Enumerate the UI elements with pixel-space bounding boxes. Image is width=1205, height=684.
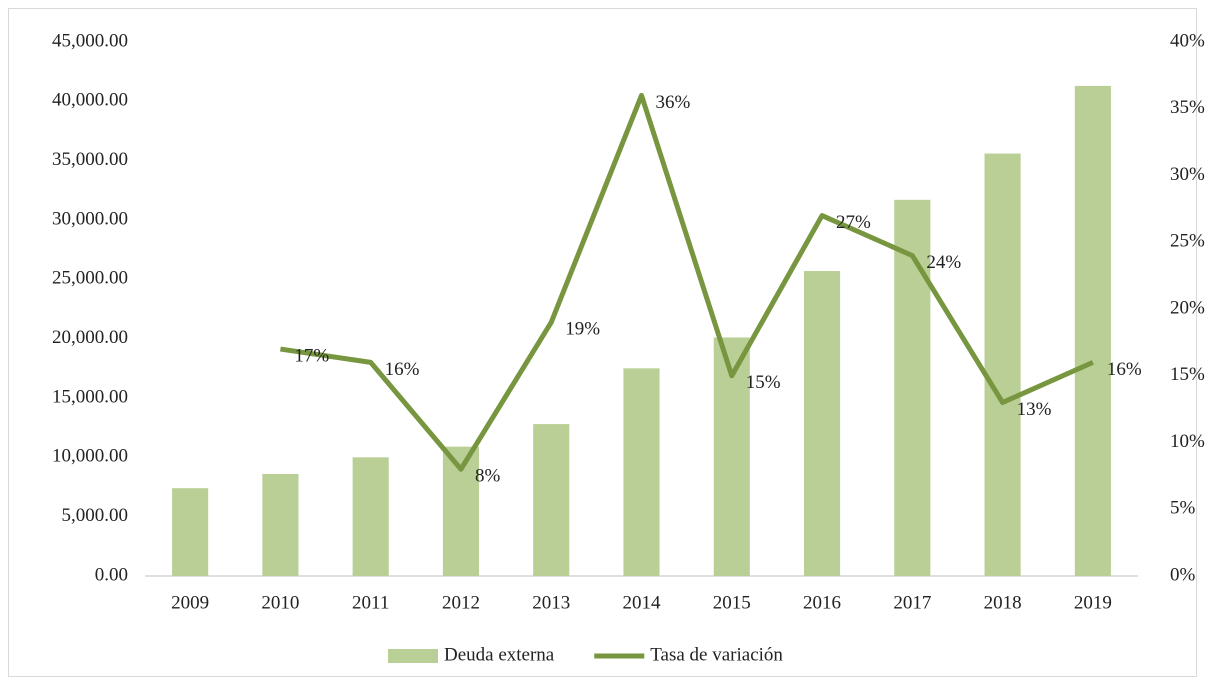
y-tick-label: 5,000.00 xyxy=(62,505,129,526)
y2-tick-label: 15% xyxy=(1170,364,1205,385)
data-label: 8% xyxy=(475,466,501,487)
data-label: 36% xyxy=(656,92,691,113)
x-tick-label: 2012 xyxy=(442,592,480,613)
y2-tick-label: 30% xyxy=(1170,164,1205,185)
y2-tick-label: 20% xyxy=(1170,297,1205,318)
data-label: 15% xyxy=(746,372,781,393)
data-label: 16% xyxy=(385,359,420,380)
y-tick-label: 15,000.00 xyxy=(52,386,128,407)
legend-label: Tasa de variación xyxy=(650,644,783,665)
legend-label: Deuda externa xyxy=(444,644,555,665)
bar xyxy=(1074,85,1111,576)
y-tick-label: 30,000.00 xyxy=(52,208,128,229)
bar xyxy=(803,271,841,576)
data-label: 17% xyxy=(294,345,329,366)
x-tick-label: 2015 xyxy=(713,592,751,613)
x-tick-label: 2009 xyxy=(171,592,209,613)
x-tick-label: 2010 xyxy=(261,592,299,613)
legend-swatch xyxy=(388,649,438,663)
x-tick-label: 2014 xyxy=(623,592,662,613)
x-tick-label: 2018 xyxy=(984,592,1022,613)
line xyxy=(280,92,1094,472)
data-label: 16% xyxy=(1107,359,1142,380)
y-tick-label: 40,000.00 xyxy=(52,90,128,111)
y-tick-label: 0.00 xyxy=(95,564,128,585)
y-tick-label: 20,000.00 xyxy=(52,327,128,348)
y-tick-label: 35,000.00 xyxy=(52,149,128,170)
y-tick-label: 45,000.00 xyxy=(52,30,128,51)
bar xyxy=(172,488,209,576)
y2-tick-label: 0% xyxy=(1170,564,1196,585)
y-tick-label: 25,000.00 xyxy=(52,268,128,289)
y2-tick-label: 10% xyxy=(1170,431,1205,452)
x-tick-label: 2017 xyxy=(893,592,931,613)
data-label: 13% xyxy=(1017,399,1052,420)
y2-tick-label: 25% xyxy=(1170,231,1205,252)
bar xyxy=(262,473,299,576)
x-tick-label: 2019 xyxy=(1074,592,1112,613)
x-tick-label: 2011 xyxy=(352,592,389,613)
data-label: 24% xyxy=(926,252,961,273)
data-label: 19% xyxy=(565,319,600,340)
bar xyxy=(894,199,931,576)
y2-tick-label: 35% xyxy=(1170,97,1205,118)
data-label: 27% xyxy=(836,212,871,233)
y2-tick-label: 40% xyxy=(1170,30,1205,51)
x-tick-label: 2016 xyxy=(803,592,841,613)
bar xyxy=(533,424,570,576)
bar xyxy=(623,368,660,576)
bar xyxy=(352,457,389,576)
y-tick-label: 10,000.00 xyxy=(52,446,128,467)
bar xyxy=(984,153,1021,576)
y2-tick-label: 5% xyxy=(1170,498,1196,519)
x-tick-label: 2013 xyxy=(532,592,570,613)
